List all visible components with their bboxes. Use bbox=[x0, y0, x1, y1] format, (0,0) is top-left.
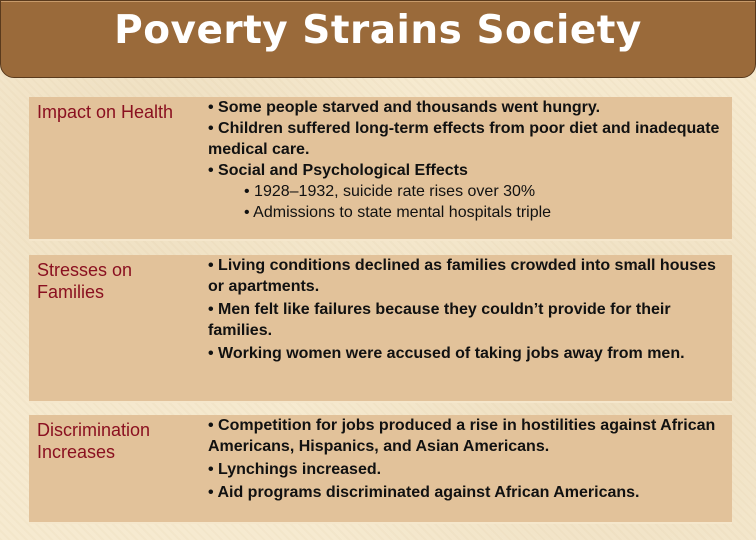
table-row-discrimination: Discrimination Increases • Competition f… bbox=[29, 415, 732, 524]
bullet-item: • Working women were accused of taking j… bbox=[208, 345, 685, 362]
sub-bullet-item: • Admissions to state mental hospitals t… bbox=[244, 204, 552, 221]
title-banner bbox=[0, 0, 756, 78]
row-body: • Living conditions declined as families… bbox=[208, 255, 724, 364]
table-row-families: Stresses on Families • Living conditions… bbox=[29, 255, 732, 403]
row-body: • Some people starved and thousands went… bbox=[208, 97, 724, 223]
sub-bullet-item: • 1928–1932, suicide rate rises over 30% bbox=[244, 183, 536, 200]
row-body: • Competition for jobs produced a rise i… bbox=[208, 415, 724, 503]
bullet-item: • Children suffered long-term effects fr… bbox=[208, 120, 720, 158]
bullet-item: • Lynchings increased. bbox=[208, 461, 382, 478]
page-title: Poverty Strains Society bbox=[114, 8, 642, 53]
bullet-item: • Some people starved and thousands went… bbox=[208, 99, 601, 116]
table-row-health: Impact on Health • Some people starved a… bbox=[29, 97, 732, 241]
bullet-item: • Competition for jobs produced a rise i… bbox=[208, 417, 716, 455]
row-label: Stresses on Families bbox=[37, 260, 133, 302]
row-label: Impact on Health bbox=[37, 102, 174, 122]
bullet-item: • Aid programs discriminated against Afr… bbox=[208, 484, 640, 501]
bullet-item: • Men felt like failures because they co… bbox=[208, 301, 671, 339]
row-label: Discrimination Increases bbox=[37, 420, 151, 462]
bullet-item: • Living conditions declined as families… bbox=[208, 257, 716, 295]
bullet-item: • Social and Psychological Effects bbox=[208, 162, 468, 179]
